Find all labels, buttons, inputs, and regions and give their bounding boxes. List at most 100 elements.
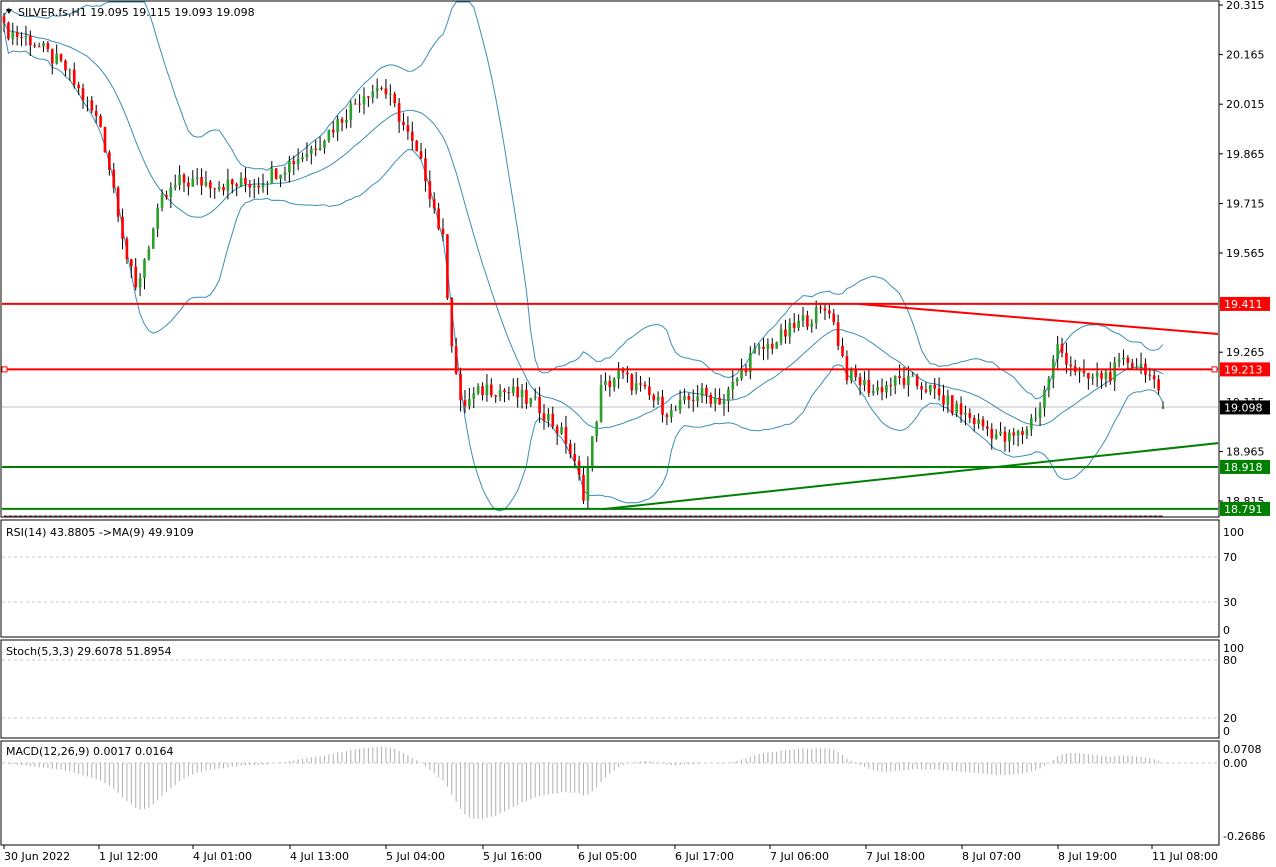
trendlines[interactable] xyxy=(601,302,1219,511)
candle-body xyxy=(740,368,743,379)
price-label: 19.715 xyxy=(1226,197,1265,210)
candle-body xyxy=(788,322,792,337)
candle-body xyxy=(428,181,432,200)
candle-body xyxy=(138,278,142,288)
candle-body xyxy=(937,388,941,396)
candle-body xyxy=(419,151,423,159)
candle-body xyxy=(437,208,440,229)
candle-body xyxy=(1113,362,1117,382)
candle-body xyxy=(160,194,164,208)
candle-body xyxy=(516,386,519,398)
horizontal-levels[interactable] xyxy=(1,302,1218,510)
price-label: 20.315 xyxy=(1226,0,1265,12)
candle-body xyxy=(1038,408,1042,418)
candle-body xyxy=(151,228,155,249)
candle-body xyxy=(336,119,339,133)
candle-body xyxy=(797,320,800,328)
candle-body xyxy=(744,368,748,373)
candle-body xyxy=(595,421,598,437)
candle-body xyxy=(832,313,836,323)
candle-body xyxy=(722,400,726,405)
price-label: 19.265 xyxy=(1226,346,1265,359)
candle-body xyxy=(1152,375,1156,380)
candle-body xyxy=(108,152,111,170)
candle-body xyxy=(213,188,217,190)
candle-body xyxy=(784,329,787,337)
candle-body xyxy=(555,426,559,434)
support-line-1-tag-label: 18.918 xyxy=(1224,461,1263,474)
time-label: 7 Jul 06:00 xyxy=(770,850,829,863)
price-label: 20.165 xyxy=(1226,49,1265,62)
candle-body xyxy=(964,412,967,415)
candle-body xyxy=(669,409,673,417)
candle-body xyxy=(1095,372,1099,377)
candle-body xyxy=(340,119,344,123)
candle-body xyxy=(590,436,594,466)
candle-body xyxy=(327,129,331,141)
bollinger-upper xyxy=(3,1,1164,400)
candle-body xyxy=(867,379,871,394)
candle-body xyxy=(389,93,392,95)
candle-body xyxy=(959,403,963,415)
candle-body xyxy=(46,43,50,50)
candle-body xyxy=(432,199,436,209)
macd-axis-bottom: -0.2686 xyxy=(1223,830,1265,843)
candle-body xyxy=(178,174,181,186)
candle-body xyxy=(547,413,550,421)
menu-triangle-icon[interactable] xyxy=(6,9,12,14)
candle-body xyxy=(608,380,612,387)
candle-body xyxy=(950,395,954,414)
candle-body xyxy=(533,396,537,399)
candle-body xyxy=(542,413,546,421)
candle-body xyxy=(757,346,761,349)
rsi-axis-70: 70 xyxy=(1223,551,1237,564)
candle-body xyxy=(59,53,63,61)
rsi-axis-100: 100 xyxy=(1223,526,1244,539)
candle-body xyxy=(933,385,937,389)
candle-body xyxy=(819,307,822,309)
candle-body xyxy=(749,353,752,373)
price-label: 20.015 xyxy=(1226,98,1265,111)
candle-body xyxy=(968,412,972,418)
candle-body xyxy=(775,342,778,349)
candle-body xyxy=(200,177,203,186)
candle-body xyxy=(511,386,515,393)
candle-body xyxy=(955,403,958,414)
candle-body xyxy=(147,248,151,260)
candle-body xyxy=(893,375,897,386)
price-pane-frame xyxy=(0,0,1220,518)
candle-body xyxy=(792,322,796,328)
candle-body xyxy=(1069,364,1073,367)
candle-body xyxy=(29,35,32,46)
candle-body xyxy=(424,158,427,182)
candle-body xyxy=(270,168,274,184)
candle-body xyxy=(55,53,58,64)
candle-body xyxy=(683,396,686,401)
candle-body xyxy=(283,172,287,175)
price-axis: 20.315 20.165 20.015 19.865 19.715 19.565 19.2… xyxy=(1219,0,1265,508)
candle-body xyxy=(700,387,704,397)
candle-body xyxy=(1117,359,1121,363)
candle-body xyxy=(173,185,177,188)
candle-body xyxy=(288,161,291,173)
candle-body xyxy=(709,394,713,404)
candle-body xyxy=(604,380,607,386)
candle-body xyxy=(814,307,818,324)
stoch-pane-frame xyxy=(0,639,1220,739)
stoch-title: Stoch(5,3,3) 29.6078 51.8954 xyxy=(6,645,172,658)
candle-body xyxy=(353,103,357,105)
candle-body xyxy=(538,396,541,414)
candle-body xyxy=(529,398,533,404)
candle-body xyxy=(1003,431,1007,442)
time-label: 8 Jul 07:00 xyxy=(962,850,1021,863)
candle-body xyxy=(630,374,634,391)
candle-body xyxy=(836,322,840,346)
candle-body xyxy=(156,207,159,229)
candle-body xyxy=(1021,431,1024,435)
candle-body xyxy=(560,427,563,434)
candle-body xyxy=(99,116,102,128)
time-label: 11 Jul 08:00 xyxy=(1152,850,1218,863)
candle-body xyxy=(441,228,445,235)
candle-body xyxy=(345,120,348,123)
